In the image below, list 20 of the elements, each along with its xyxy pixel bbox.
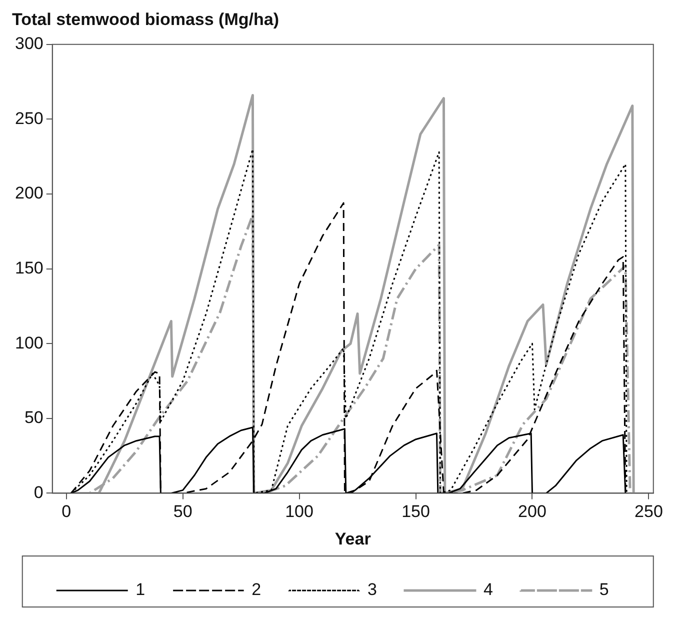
x-tick-label: 50 <box>173 502 192 522</box>
x-axis-title: Year <box>334 529 372 548</box>
y-tick-label: 250 <box>14 108 44 128</box>
y-tick-label: 200 <box>14 184 44 203</box>
x-tick-label: 250 <box>634 502 663 522</box>
x-tick-label: 200 <box>518 502 546 522</box>
x-tick-label: 150 <box>402 502 430 522</box>
legend-label: 1 <box>136 580 146 600</box>
legend-label: 5 <box>599 580 609 600</box>
legend-label: 3 <box>368 580 377 600</box>
y-tick-label: 150 <box>14 258 44 278</box>
chart-title: Total stemwood biomass (Mg/ha) <box>12 10 279 29</box>
legend-label: 2 <box>252 580 262 600</box>
x-tick-label: 100 <box>285 502 314 522</box>
y-tick-label: 50 <box>24 408 44 428</box>
legend-label: 4 <box>483 580 493 600</box>
y-tick-label: 0 <box>34 482 44 502</box>
x-tick-label: 0 <box>62 502 72 522</box>
y-tick-label: 100 <box>14 333 44 352</box>
y-tick-label: 300 <box>14 34 44 54</box>
